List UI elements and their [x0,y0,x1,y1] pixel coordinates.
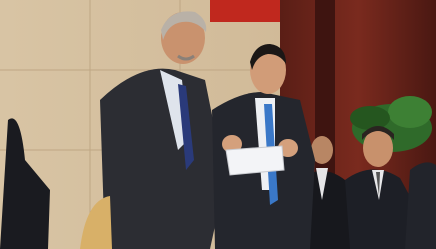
page [0,0,436,249]
red-banner [210,0,280,22]
photo [0,0,436,249]
envelope [226,146,284,175]
